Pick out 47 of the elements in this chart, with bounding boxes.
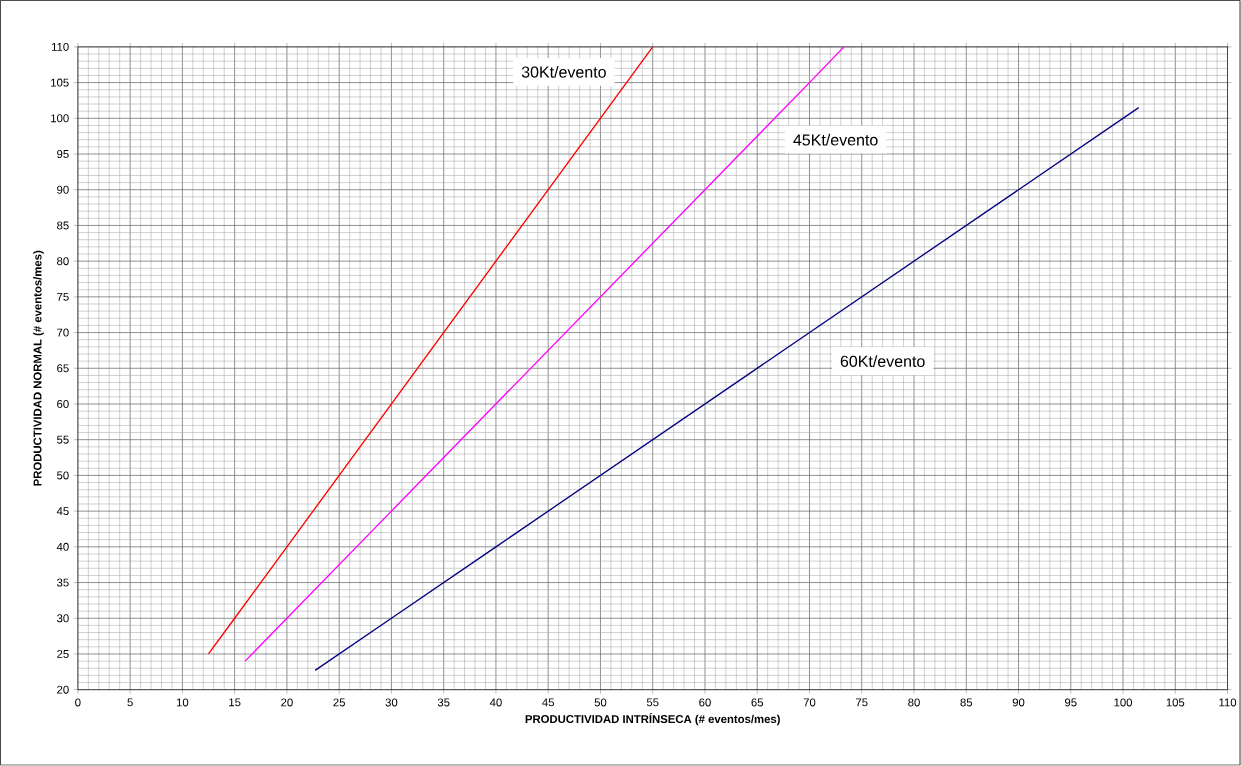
y-tick-label: 80 [57,257,69,266]
x-tick-label: 55 [646,698,659,707]
x-tick-label: 80 [908,698,920,707]
x-tick-label: 35 [437,698,450,707]
x-tick-label: 50 [594,698,607,707]
y-tick-label: 30 [57,614,69,623]
x-tick-label: 105 [1166,698,1185,707]
y-tick-label: 110 [51,43,69,52]
x-tick-label: 110 [1219,698,1237,707]
y-tick-label: 45 [56,507,69,516]
y-tick-label: 55 [57,435,69,444]
y-tick-label: 65 [57,364,69,373]
y-tick-label: 105 [51,78,69,87]
y-tick-label: 70 [57,328,69,337]
x-tick-label: 60 [699,698,711,707]
x-tick-label: 70 [803,698,816,707]
y-tick-label: 60 [57,400,69,409]
x-axis-title: PRODUCTIVIDAD INTRÍNSECA (# eventos/mes) [525,713,780,726]
x-tick-label: 10 [176,698,189,707]
x-tick-label: 85 [960,698,973,707]
x-tick-label: 5 [127,698,133,707]
x-tick-label: 20 [281,698,293,707]
series-label: 45Kt/evento [793,134,878,146]
y-tick-label: 95 [57,150,69,159]
y-tick-label: 90 [57,185,69,194]
y-tick-label: 40 [56,543,69,552]
y-tick-label: 75 [57,293,69,302]
x-tick-label: 25 [333,698,345,707]
x-tick-label: 0 [75,698,81,707]
x-tick-label: 100 [1114,698,1133,707]
y-axis-title: PRODUCTIVIDAD NORMAL (# eventos/mes) [33,251,44,486]
x-tick-label: 45 [542,698,555,707]
series-label: 30Kt/evento [521,66,606,78]
x-tick-label: 30 [385,698,398,707]
y-tick-label: 20 [57,685,69,694]
x-tick-label: 75 [856,698,868,707]
x-tick-label: 95 [1064,698,1077,707]
y-tick-label: 25 [57,650,69,659]
text: 60Kt/evento [840,355,925,368]
x-tick-label: 65 [751,698,764,707]
y-tick-label: 100 [51,114,69,123]
y-tick-label: 35 [57,578,69,587]
x-tick-label: 15 [229,698,241,707]
y-tick-label: 85 [57,221,69,230]
y-tick-label: 50 [57,471,69,480]
x-tick-label: 40 [489,698,502,707]
x-tick-label: 90 [1012,698,1025,707]
